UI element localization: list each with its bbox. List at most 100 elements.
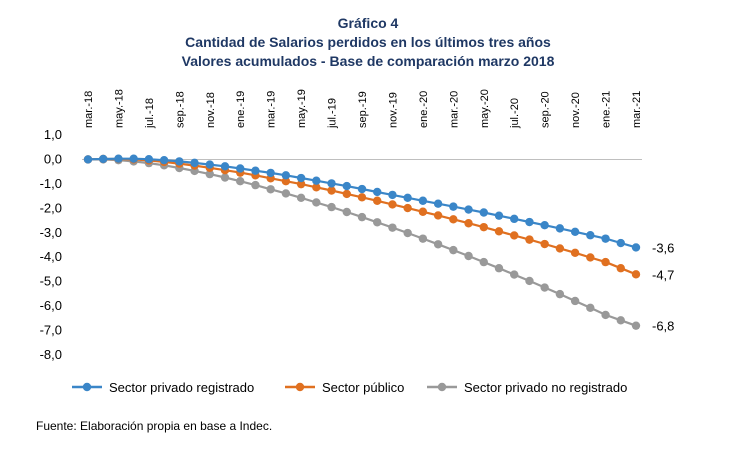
x-tick-label: sep.-19 (357, 91, 369, 128)
data-point (510, 214, 519, 224)
data-point (236, 164, 245, 173)
data-point (418, 207, 428, 216)
data-point (601, 234, 610, 243)
data-point (205, 169, 214, 179)
y-tick-label: -5,0 (40, 274, 62, 289)
data-point (159, 155, 169, 165)
data-point (540, 221, 549, 230)
data-point (373, 196, 382, 205)
end-value-label: -6,8 (652, 319, 674, 334)
series-line (87, 157, 637, 249)
data-point (631, 270, 641, 279)
legend-label: Sector público (322, 380, 404, 395)
end-value-label: -4,7 (652, 267, 674, 282)
chart-title: Gráfico 4 (337, 15, 399, 31)
data-point (266, 168, 275, 178)
end-value-label: -3,6 (652, 240, 674, 255)
data-point (601, 257, 610, 267)
source-note: Fuente: Elaboración propia en base a Ind… (36, 419, 273, 433)
data-point (586, 253, 595, 262)
data-point (555, 244, 565, 253)
data-point (342, 207, 351, 217)
y-tick-label: 0,0 (44, 151, 62, 166)
x-tick-label: may.-20 (479, 89, 491, 128)
legend-marker (295, 382, 305, 392)
data-point (525, 217, 534, 227)
data-point (464, 219, 473, 228)
x-tick-label: mar.-18 (83, 91, 95, 128)
data-point (616, 316, 625, 325)
data-point (631, 243, 641, 252)
data-point (342, 189, 351, 199)
x-tick-label: mar.-20 (448, 91, 460, 128)
legend-marker (82, 382, 92, 392)
data-point (357, 212, 367, 222)
x-tick-label: jul.-18 (144, 98, 156, 129)
legend-label: Sector privado registrado (109, 380, 254, 395)
x-tick-label: sep.-18 (174, 91, 186, 128)
data-point (281, 177, 291, 186)
x-tick-label: jul.-19 (327, 98, 339, 129)
data-point (570, 248, 580, 258)
data-point (570, 227, 580, 236)
data-point (464, 205, 473, 214)
data-point (449, 245, 458, 255)
data-point (312, 183, 321, 192)
data-point (342, 181, 351, 191)
data-point (525, 276, 534, 286)
x-tick-label: jul.-20 (509, 98, 521, 129)
chart-titles: Gráfico 4 Cantidad de Salarios perdidos … (0, 14, 736, 71)
data-point (373, 187, 382, 197)
data-point (616, 264, 625, 273)
data-point (418, 234, 428, 243)
y-tick-label: -1,0 (40, 176, 62, 191)
x-tick-label: may.-18 (113, 89, 125, 128)
data-point (327, 202, 336, 212)
y-tick-label: -4,0 (40, 249, 62, 264)
data-point (357, 193, 367, 202)
data-point (296, 173, 306, 183)
data-point (251, 180, 260, 190)
data-point (373, 218, 382, 227)
x-tick-label: ene.-20 (418, 91, 430, 128)
data-point (479, 222, 488, 232)
data-point (449, 215, 458, 224)
y-tick-label: -2,0 (40, 200, 62, 215)
data-point (631, 321, 641, 330)
data-point (525, 235, 534, 244)
x-tick-label: nov.-19 (387, 92, 399, 128)
data-point (540, 283, 549, 292)
chart-subtitle-2: Valores acumulados - Base de comparación… (181, 53, 555, 69)
data-point (388, 200, 397, 209)
data-point (327, 186, 336, 195)
data-point (555, 224, 565, 233)
data-point (99, 154, 108, 164)
legend-marker (437, 382, 447, 392)
data-point (601, 310, 610, 320)
data-point (236, 177, 245, 186)
data-point (403, 228, 412, 238)
data-point (190, 158, 199, 168)
data-point (494, 264, 504, 273)
data-point (433, 199, 443, 208)
data-point (312, 198, 321, 207)
data-point (403, 193, 412, 203)
data-point (281, 171, 291, 180)
legend-label: Sector privado no registrado (464, 380, 627, 395)
data-point (449, 202, 458, 211)
data-point (403, 203, 412, 213)
data-point (586, 303, 595, 313)
data-point (433, 240, 443, 249)
data-point (357, 184, 367, 194)
data-point (464, 251, 473, 261)
data-point (296, 179, 306, 189)
data-point (494, 211, 504, 220)
x-tick-label: mar.-21 (631, 91, 643, 128)
data-point (433, 211, 443, 220)
data-point (129, 154, 138, 163)
data-point (388, 190, 397, 200)
x-tick-label: mar.-19 (266, 91, 278, 128)
series-line (88, 158, 637, 327)
data-point (266, 185, 275, 194)
data-point (205, 160, 214, 169)
